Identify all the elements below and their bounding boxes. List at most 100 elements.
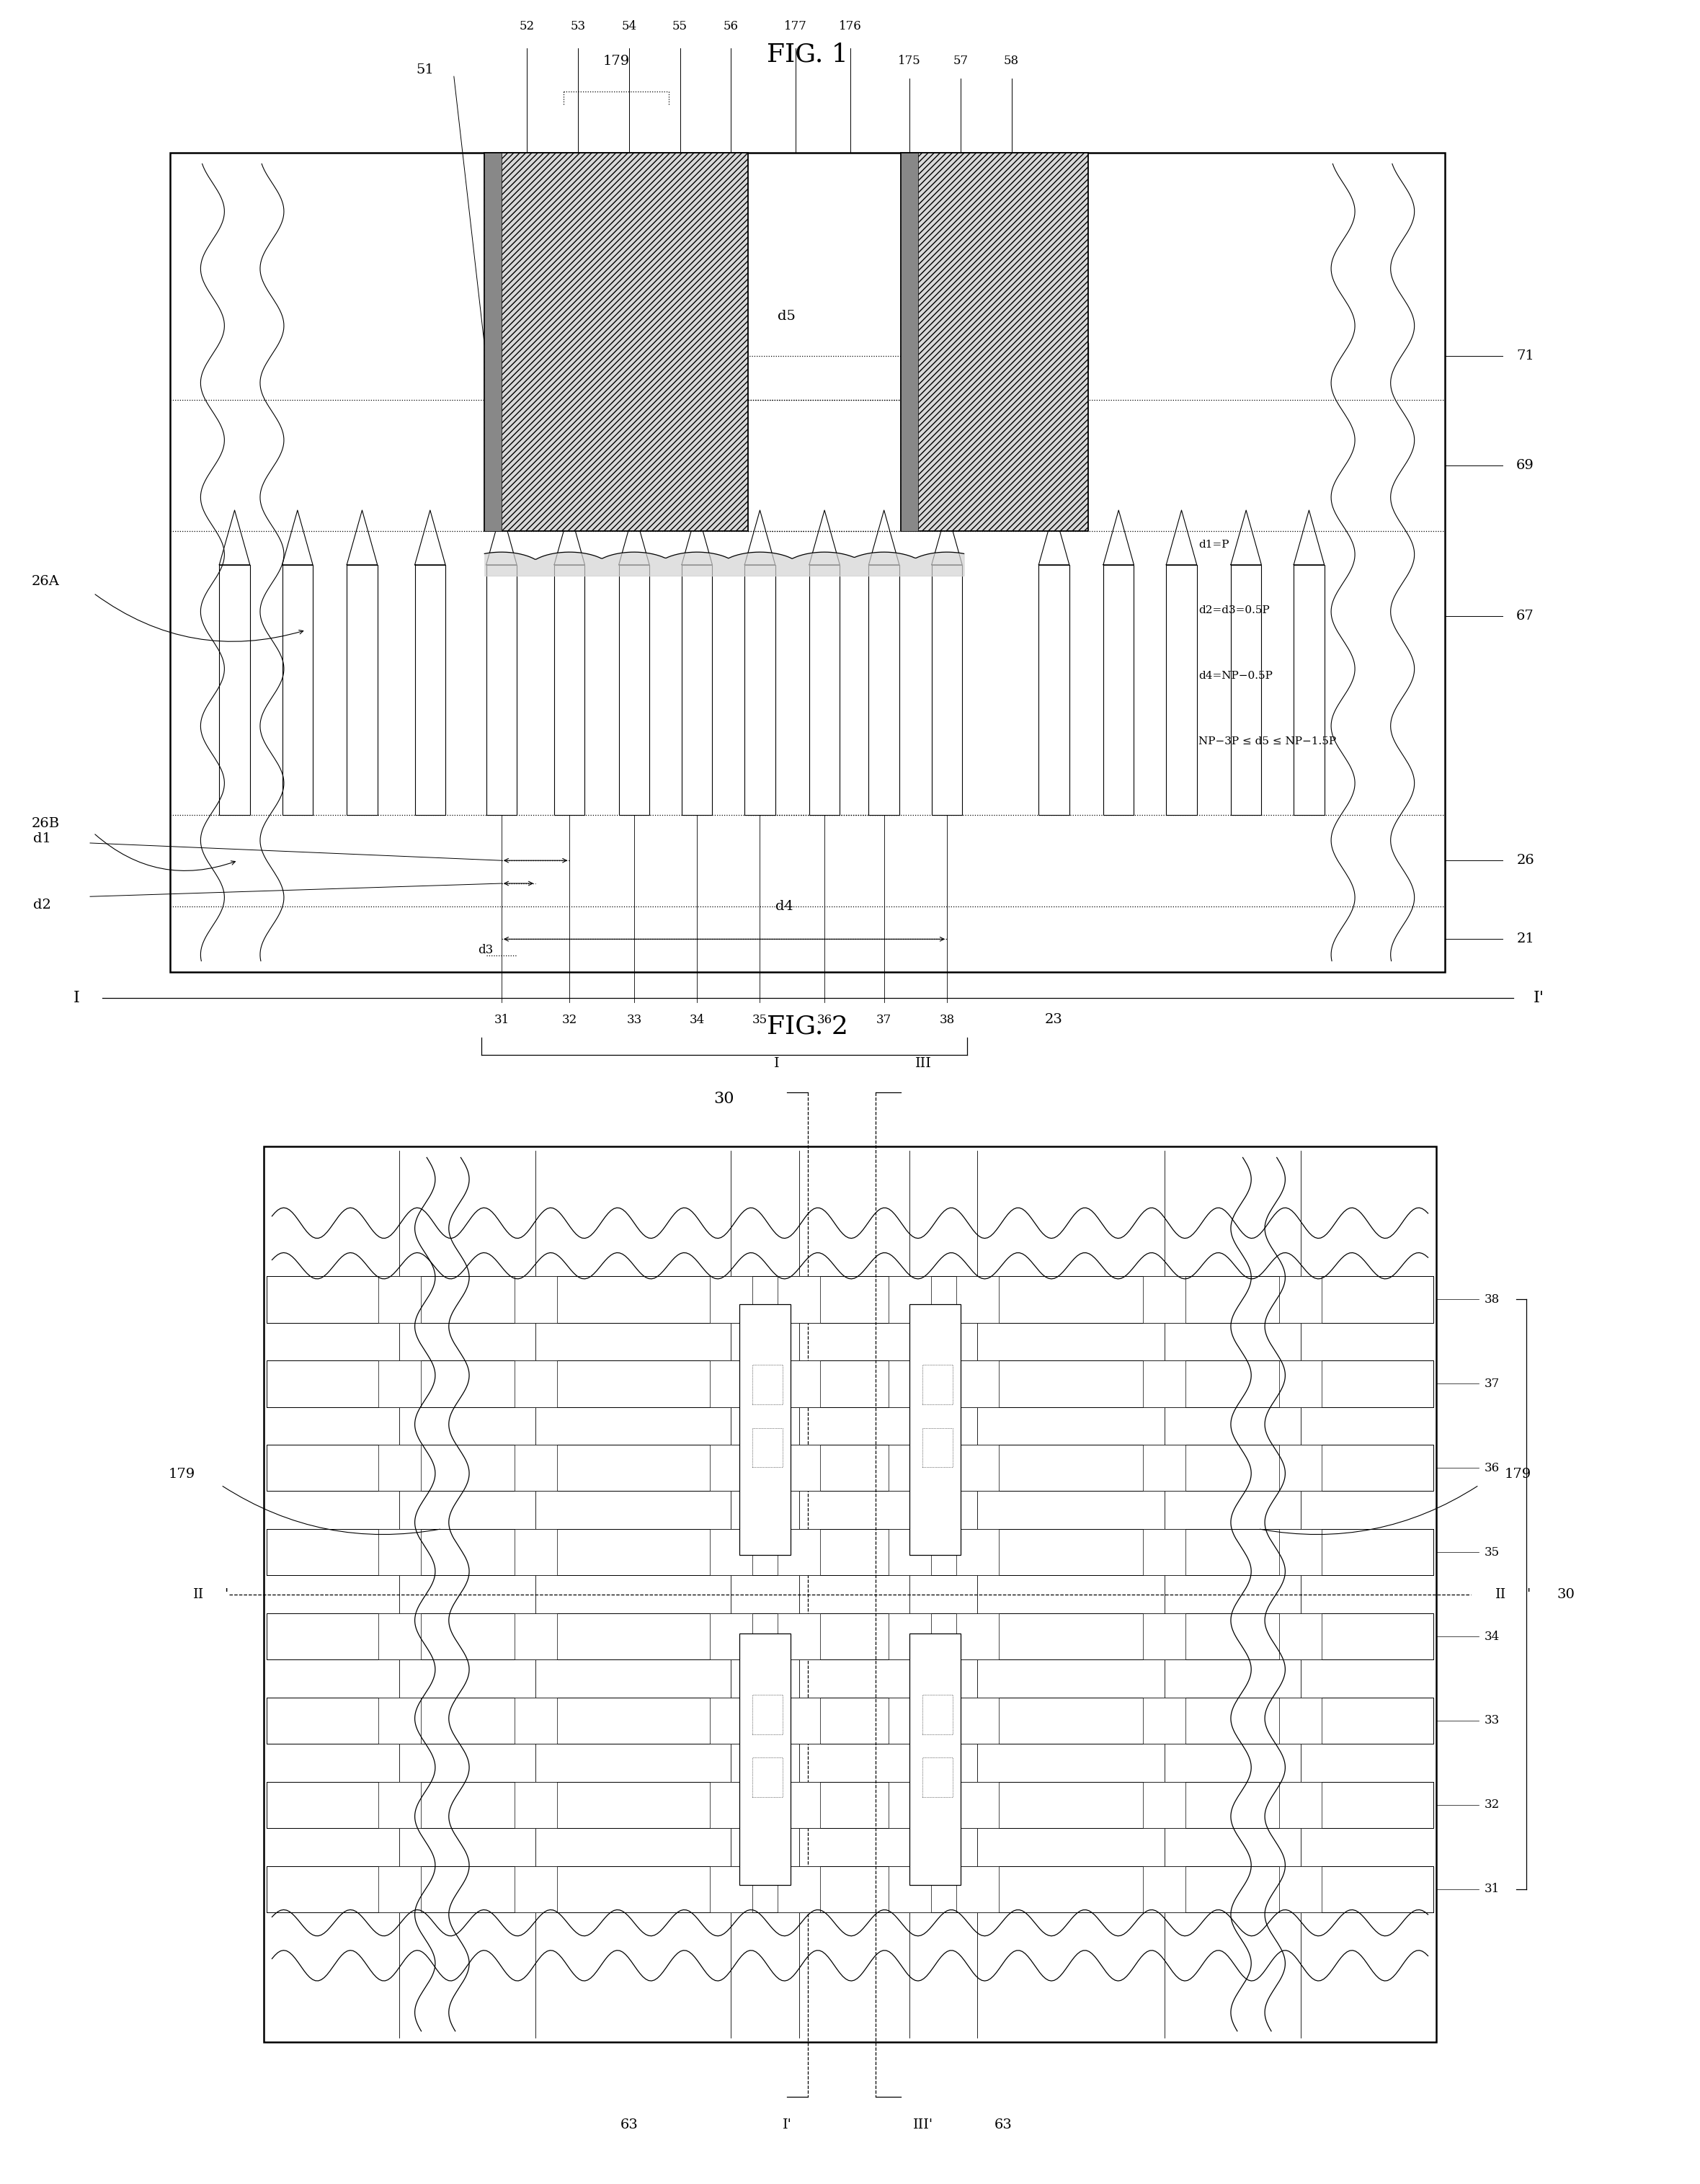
Bar [889, 1697, 932, 1743]
Bar [513, 1275, 558, 1324]
Bar [777, 1361, 819, 1406]
Bar [1280, 1865, 1323, 1913]
Bar [513, 1614, 558, 1660]
Text: d3: d3 [478, 943, 493, 957]
Bar [219, 566, 250, 815]
Bar [711, 1865, 751, 1913]
Text: 33: 33 [1484, 1714, 1499, 1728]
Text: 21: 21 [1516, 933, 1533, 946]
Text: 179: 179 [1505, 1468, 1532, 1481]
Bar [267, 1446, 1433, 1492]
Bar [1280, 1782, 1323, 1828]
Text: d2=d3=0.5P: d2=d3=0.5P [1198, 605, 1270, 616]
Bar [777, 1865, 819, 1913]
Bar [513, 1361, 558, 1406]
Text: 63: 63 [994, 2118, 1011, 2132]
Text: 26B: 26B [31, 817, 60, 830]
Bar [1142, 1446, 1187, 1492]
Bar [267, 1697, 1433, 1743]
Bar [711, 1614, 751, 1660]
Bar [711, 1782, 751, 1828]
Bar [682, 566, 712, 815]
Bar [513, 1782, 558, 1828]
Bar [751, 1695, 782, 1734]
Text: 35: 35 [753, 1013, 767, 1026]
Text: 52: 52 [520, 20, 534, 33]
Bar [554, 566, 585, 815]
Bar [921, 1695, 952, 1734]
Bar [751, 1365, 782, 1404]
Bar [751, 1758, 782, 1797]
Text: 57: 57 [954, 55, 967, 68]
Bar [1142, 1529, 1187, 1575]
Bar [377, 1361, 422, 1406]
Bar [955, 1275, 1000, 1324]
Bar [809, 566, 840, 815]
Text: III': III' [913, 2118, 933, 2132]
Bar [711, 1529, 751, 1575]
Bar [777, 1697, 819, 1743]
Bar [740, 1304, 790, 1555]
Text: 32: 32 [1484, 1800, 1499, 1811]
Text: d1=P: d1=P [1198, 539, 1229, 550]
Bar [889, 1529, 932, 1575]
Bar [1142, 1614, 1187, 1660]
Text: I: I [774, 1057, 780, 1070]
Bar [1280, 1275, 1323, 1324]
Bar [889, 1782, 932, 1828]
Bar [267, 1275, 1433, 1324]
Text: 67: 67 [1516, 609, 1533, 622]
Text: 26A: 26A [32, 574, 60, 587]
Bar [777, 1782, 819, 1828]
Text: 38: 38 [938, 1013, 955, 1026]
Bar [889, 1446, 932, 1492]
Text: 53: 53 [571, 20, 585, 33]
Bar [1103, 566, 1134, 815]
Text: 177: 177 [784, 20, 807, 33]
Bar [1142, 1782, 1187, 1828]
Text: d4: d4 [775, 900, 794, 913]
Bar [955, 1361, 1000, 1406]
Text: d1: d1 [32, 832, 51, 845]
Text: 176: 176 [838, 20, 862, 33]
Bar [711, 1275, 751, 1324]
Text: 36: 36 [818, 1013, 831, 1026]
Bar [955, 1529, 1000, 1575]
Bar [889, 1275, 932, 1324]
Text: 54: 54 [622, 20, 636, 33]
Bar [1231, 566, 1261, 815]
Text: 69: 69 [1516, 459, 1535, 472]
Bar [377, 1865, 422, 1913]
Text: 37: 37 [876, 1013, 892, 1026]
Bar [910, 1304, 960, 1555]
Bar [267, 1614, 1433, 1660]
Text: ': ' [1527, 1588, 1530, 1601]
Text: 33: 33 [626, 1013, 643, 1026]
Text: NP−3P ≤ d5 ≤ NP−1.5P: NP−3P ≤ d5 ≤ NP−1.5P [1198, 736, 1336, 747]
Bar [1280, 1614, 1323, 1660]
Bar [513, 1865, 558, 1913]
Text: 34: 34 [689, 1013, 706, 1026]
Bar [377, 1446, 422, 1492]
Text: 58: 58 [1005, 55, 1018, 68]
Text: 35: 35 [1484, 1546, 1499, 1559]
Bar [1280, 1529, 1323, 1575]
Bar [889, 1865, 932, 1913]
Text: I': I' [782, 2118, 792, 2132]
Bar [264, 1147, 1436, 2042]
Text: d2: d2 [32, 900, 51, 911]
Text: 56: 56 [724, 20, 738, 33]
Bar [777, 1446, 819, 1492]
Bar [347, 566, 377, 815]
Bar [1142, 1275, 1187, 1324]
Bar [711, 1361, 751, 1406]
Bar [1280, 1446, 1323, 1492]
Bar [486, 566, 517, 815]
Text: 32: 32 [561, 1013, 578, 1026]
Text: ': ' [224, 1588, 228, 1601]
Bar [901, 153, 918, 531]
Text: 51: 51 [417, 63, 434, 76]
Bar [921, 1758, 952, 1797]
Text: 36: 36 [1484, 1461, 1499, 1474]
Text: 37: 37 [1484, 1378, 1499, 1389]
